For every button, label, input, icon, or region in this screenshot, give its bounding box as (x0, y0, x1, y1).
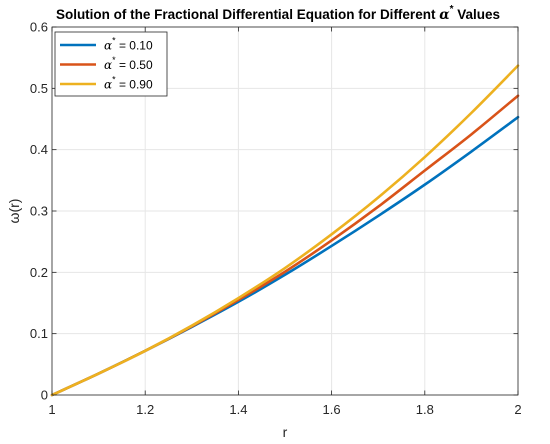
x-tick-label: 1.8 (416, 402, 434, 417)
chart-title-star: * (450, 4, 454, 15)
chart-title-prefix: Solution of the Fractional Differential … (56, 7, 439, 22)
x-axis-label: r (283, 424, 288, 440)
y-tick-label: 0.3 (30, 204, 48, 219)
legend-alpha: α (104, 78, 112, 92)
legend-alpha: α (104, 58, 112, 72)
y-tick-label: 0 (41, 388, 48, 403)
chart-title: Solution of the Fractional Differential … (56, 4, 500, 23)
chart-title-alpha: α (439, 7, 450, 23)
y-tick-label: 0.1 (30, 326, 48, 341)
legend: α* = 0.10α* = 0.50α* = 0.90 (54, 31, 168, 97)
legend-value: = 0.50 (116, 58, 153, 72)
series-line-3 (50, 64, 520, 397)
legend-value: = 0.10 (116, 39, 153, 53)
y-tick-label: 0.5 (30, 81, 48, 96)
x-tick-label: 1.2 (136, 402, 154, 417)
y-tick-label: 0.4 (30, 142, 48, 157)
legend-star: * (112, 36, 116, 46)
series-group (50, 64, 520, 397)
x-tick-label: 1.4 (229, 402, 247, 417)
legend-value: = 0.90 (116, 78, 153, 92)
legend-star: * (112, 55, 116, 65)
legend-label-3: α* = 0.90 (104, 75, 153, 92)
y-tick-label: 0.2 (30, 265, 48, 280)
legend-label-1: α* = 0.10 (104, 36, 153, 53)
legend-label-2: α* = 0.50 (104, 55, 153, 72)
x-tick-label: 2 (514, 402, 521, 417)
y-tick-label: 0.6 (30, 20, 48, 35)
ticks (51, 26, 519, 396)
chart-title-suffix: Values (454, 7, 501, 22)
y-axis-label: ω(r) (6, 199, 22, 224)
tick-labels: 1 1.2 1.4 1.6 1.8 2 0 0.1 0.2 0.3 0.4 0.5 0.6 (30, 20, 522, 418)
x-tick-label: 1.6 (323, 402, 341, 417)
legend-star: * (112, 75, 116, 85)
legend-alpha: α (104, 39, 112, 53)
x-tick-label: 1 (48, 402, 55, 417)
